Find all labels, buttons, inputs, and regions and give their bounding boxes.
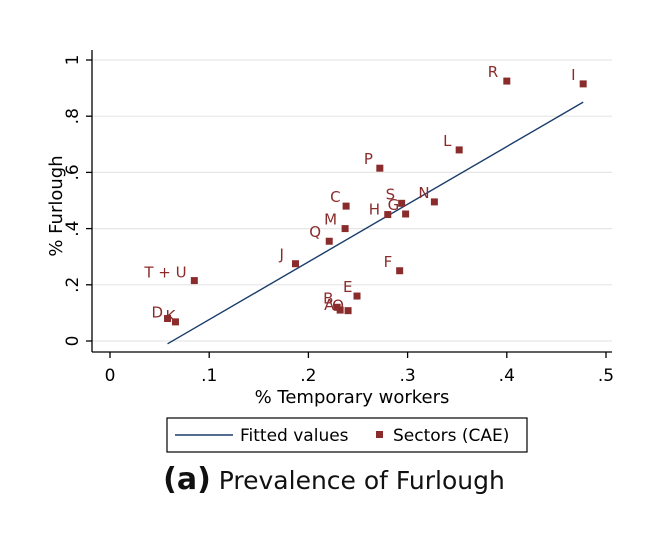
point-label-j: J [279,246,284,264]
point-tu [190,277,198,285]
point-label-g: G [388,196,400,214]
x-tick-label-2: .2 [300,366,316,386]
legend-entry-fitted-values: Fitted values [240,426,349,446]
point-f [396,267,404,275]
scatter-chart: 0 .2 .4 .6 .8 1 0 .1 .2 .3 .4 .5 R I L P C S N H G MQ J F T + U… [46,50,614,453]
point-p [376,164,384,172]
y-tick-label-5: 1 [63,55,83,66]
point-o [344,307,352,315]
point-d [164,315,172,323]
grid [92,59,612,342]
x-tick-label-0: 0 [105,366,116,386]
point-q [325,237,333,245]
point-label-m: M [324,211,337,229]
point-r [503,77,511,85]
axes: 0 .2 .4 .6 .8 1 0 .1 .2 .3 .4 .5 [63,50,614,386]
y-tick-label-3: .6 [63,164,83,180]
x-tick-label-1: .1 [201,366,217,386]
point-label-h: H [369,201,380,219]
point-j [292,260,300,268]
y-axis-label: % Furlough [46,155,67,256]
point-g [402,210,410,218]
x-tick-label-5: .5 [598,366,614,386]
point-label-d: D [152,304,164,322]
point-s [398,199,406,207]
legend-marker-swatch [376,431,383,438]
point-e [353,292,361,300]
point-i [579,80,587,88]
point-label-r: R [488,63,498,81]
point-label-o: O [332,297,344,315]
point-label-e: E [343,278,352,296]
point-label-p: P [364,150,373,168]
point-label-l: L [443,132,452,150]
y-tick-label-2: .4 [63,220,83,236]
x-tick-label-4: .4 [499,366,515,386]
x-tick-label-3: .3 [399,366,415,386]
point-label-s: S [386,185,396,203]
x-axis-label: % Temporary workers [255,387,450,408]
point-label-a: A [324,296,335,314]
point-label-i: I [571,66,575,84]
point-n [430,198,438,206]
point-m [341,225,349,233]
y-tick-label-1: .2 [63,277,83,293]
fitted-line-layer [167,101,584,345]
legend-entry-sectors: Sectors (CAE) [393,426,509,446]
figure-caption: (a) Prevalence of Furlough [0,462,668,497]
point-label-c: C [330,188,340,206]
point-c [342,202,350,210]
y-tick-label-0: 0 [63,336,83,347]
point-a [336,306,344,314]
point-label-b: B [323,289,333,307]
point-label-tu: T + U [143,264,186,282]
caption-text: Prevalence of Furlough [218,466,505,495]
y-tick-label-4: .8 [63,108,83,124]
point-h [384,211,392,219]
point-label-q: Q [309,223,321,241]
legend: Fitted values Sectors (CAE) [166,417,528,453]
point-label-k: K [165,307,176,325]
fitted-values-line [167,101,584,345]
caption-letter: (a) [163,462,211,497]
point-k [171,318,179,326]
point-l [455,146,463,154]
point-label-f: F [384,253,393,271]
point-label-n: N [418,184,429,202]
